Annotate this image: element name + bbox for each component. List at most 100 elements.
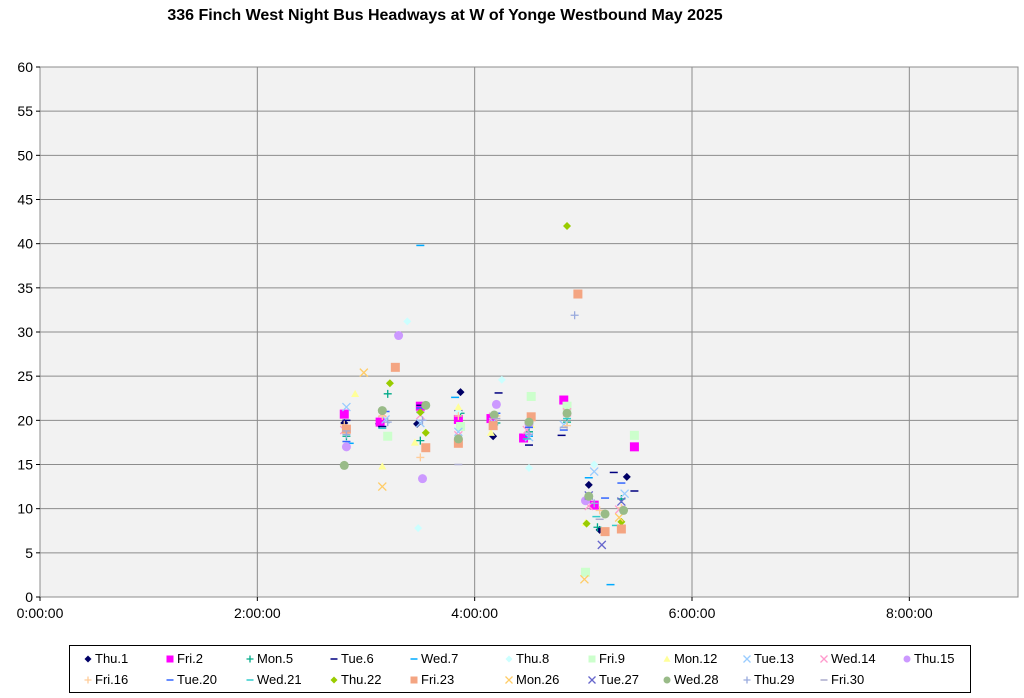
data-point: Thu.8: 14.6 bbox=[525, 464, 533, 473]
data-point: Fri.2: 19.8 bbox=[375, 417, 385, 427]
tick-labels: 0 5 10 15 20 25 30 35 40 45 50 55 60 0:00:00 2:00:00 4:… bbox=[17, 59, 933, 621]
scatter-plot: 0 5 10 15 20 25 30 35 40 45 50 55 60 0:00:00 2:00:00 4:… bbox=[17, 59, 1019, 621]
data-point: Fri.9: 19.3 bbox=[456, 422, 466, 432]
legend-label: Tue.13 bbox=[754, 651, 794, 666]
legend-label: Thu.1 bbox=[95, 651, 129, 666]
legend-marker-shape bbox=[505, 655, 513, 663]
data-point: Fri.23: 34.3 bbox=[573, 289, 583, 299]
y-tick-label: 25 bbox=[17, 368, 33, 384]
x-tick-label: 2:00:00 bbox=[234, 605, 281, 621]
legend-marker bbox=[505, 676, 513, 684]
data-point: Thu.29: 20 bbox=[418, 416, 427, 425]
data-point: Wed.28: 17.9 bbox=[453, 434, 463, 444]
legend-marker-shape bbox=[743, 655, 751, 663]
legend-label: Fri.2 bbox=[177, 651, 203, 666]
data-point: Thu.1: 23.2 bbox=[456, 388, 465, 397]
data-point: Mon.5: 23 bbox=[383, 389, 392, 398]
y-tick-label: 0 bbox=[25, 589, 33, 605]
y-tick-label: 50 bbox=[17, 147, 33, 163]
y-tick-label: 10 bbox=[17, 501, 33, 517]
legend-marker bbox=[330, 676, 338, 684]
y-tick-label: 30 bbox=[17, 324, 33, 340]
data-point: Tue.13: 11.7 bbox=[620, 489, 630, 499]
data-point: Mon.26: 2 bbox=[579, 574, 589, 584]
legend-label: Fri.16 bbox=[95, 672, 129, 687]
data-point: Mon.26: 12.5 bbox=[377, 482, 387, 492]
data-point: Fri.9: 18.3 bbox=[629, 430, 639, 440]
legend: Thu.1 Fri.2 Mon.5 Tue.6 Wed.7 Thu.8 Fri.9 Mon.1… bbox=[69, 645, 971, 693]
data-point: Thu.1: 13.6 bbox=[622, 472, 631, 481]
legend-marker bbox=[588, 676, 596, 684]
legend-label: Mon.26 bbox=[516, 672, 560, 687]
legend-label: Wed.28 bbox=[674, 672, 719, 687]
data-point: Fri.23: 19.4 bbox=[488, 421, 498, 431]
data-point: Thu.8: 31.2 bbox=[403, 317, 412, 326]
data-point: Fri.2: 17 bbox=[629, 442, 639, 452]
y-tick-label: 45 bbox=[17, 192, 33, 208]
data-point: Wed.28: 21.7 bbox=[421, 400, 431, 410]
x-tick-label: 6:00:00 bbox=[669, 605, 716, 621]
legend-marker-shape bbox=[588, 655, 596, 663]
data-point: Thu.8: 24.6 bbox=[497, 375, 506, 384]
legend-label: Fri.9 bbox=[599, 651, 625, 666]
data-point: Fri.2: 20.7 bbox=[339, 409, 349, 419]
data-point: Tue.13: 21.5 bbox=[341, 402, 351, 412]
data-point: Fri.2: 21.6 bbox=[415, 401, 425, 411]
legend-marker bbox=[246, 679, 254, 681]
legend-label: Tue.27 bbox=[599, 672, 639, 687]
data-point: Thu.22: 18.6 bbox=[421, 428, 430, 437]
legend-marker-shape bbox=[505, 676, 513, 684]
legend-marker-shape bbox=[588, 676, 596, 684]
data-point: Thu.29: 19.8 bbox=[383, 418, 392, 427]
legend-label: Wed.7 bbox=[421, 651, 459, 666]
data-point: Wed.28: 19.8 bbox=[524, 417, 534, 427]
data-point: Tue.27: 5.9 bbox=[597, 540, 607, 550]
data-point: Wed.28: 21.1 bbox=[377, 406, 387, 416]
legend-marker-shape bbox=[743, 676, 751, 684]
data-point: Thu.8: 15 bbox=[590, 460, 599, 469]
data-point: Fri.23: 20.4 bbox=[526, 412, 536, 422]
data-point: Wed.28: 20.8 bbox=[562, 408, 572, 418]
data-point: Fri.23: 19 bbox=[341, 424, 351, 434]
legend-marker bbox=[663, 676, 671, 684]
data-point: Thu.15: 29.6 bbox=[394, 331, 404, 341]
legend-label: Tue.6 bbox=[341, 651, 374, 666]
data-point: Wed.28: 20.6 bbox=[489, 410, 499, 420]
legend-marker bbox=[588, 655, 596, 663]
series-thu-29: Thu.29: 31.9 Thu.29: 18.4 Thu.29: 19.8 Thu.… bbox=[342, 311, 599, 508]
data-point: Fri.9: 22.7 bbox=[526, 391, 536, 401]
data-point: Mon.26: 9 bbox=[614, 513, 624, 522]
y-tick-label: 20 bbox=[17, 412, 33, 428]
legend-label: Mon.5 bbox=[257, 651, 294, 666]
data-point: Thu.8: 7.8 bbox=[414, 524, 423, 533]
data-point: Fri.16: 19.4 bbox=[563, 421, 572, 430]
series-wed-28: Wed.28: 14.9 Wed.28: 21.1 Wed.28: 21.7 Wed.… bbox=[339, 400, 629, 519]
legend-marker-shape bbox=[330, 676, 338, 684]
x-tick-label: 4:00:00 bbox=[451, 605, 498, 621]
data-point: Thu.15: 17 bbox=[341, 442, 351, 452]
legend-marker-shape bbox=[903, 655, 911, 663]
data-point: Thu.29: 18.4 bbox=[525, 430, 533, 439]
data-point: Thu.15: 21.8 bbox=[491, 399, 501, 409]
legend-marker bbox=[820, 679, 828, 681]
data-point: Fri.9: 2.8 bbox=[581, 567, 591, 577]
legend-marker bbox=[743, 655, 751, 663]
series-mon-26: Mon.26: 25.4 Mon.26: 12.5 Mon.26: 2 Mon.26:… bbox=[359, 368, 624, 584]
data-point: Fri.23: 7.7 bbox=[616, 524, 626, 534]
data-point: Fri.2: 22.3 bbox=[559, 395, 569, 405]
data-point: Thu.29: 31.9 bbox=[570, 311, 579, 320]
chart-title: 336 Finch West Night Bus Headways at W o… bbox=[167, 7, 723, 24]
y-tick-label: 5 bbox=[25, 545, 33, 561]
data-point: Wed.28: 9.4 bbox=[600, 509, 610, 519]
legend-marker bbox=[743, 676, 751, 684]
data-point: Mon.12: 18.6 bbox=[486, 428, 495, 436]
legend-marker-shape bbox=[663, 676, 671, 684]
data-point: Wed.28: 14.9 bbox=[339, 460, 349, 470]
data-point: Mon.26: 25.4 bbox=[359, 368, 369, 378]
data-point: Thu.22: 24.2 bbox=[385, 379, 394, 388]
legend-marker-shape bbox=[410, 676, 418, 684]
legend-marker-shape bbox=[84, 655, 92, 663]
legend-label: Fri.30 bbox=[831, 672, 865, 687]
data-point: Wed.28: 11.4 bbox=[584, 491, 594, 501]
